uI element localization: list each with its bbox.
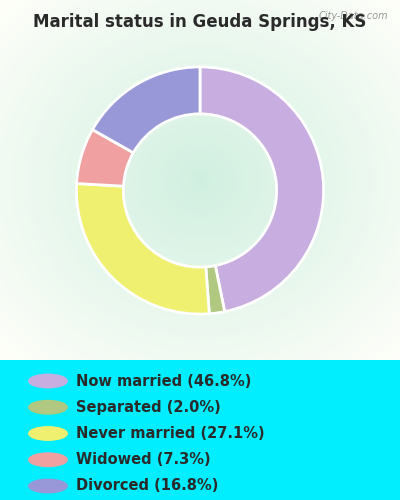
Circle shape <box>29 400 67 414</box>
Text: Marital status in Geuda Springs, KS: Marital status in Geuda Springs, KS <box>33 12 367 30</box>
Wedge shape <box>76 184 209 314</box>
Circle shape <box>29 453 67 466</box>
Wedge shape <box>92 67 200 152</box>
Text: Now married (46.8%): Now married (46.8%) <box>76 374 251 388</box>
Wedge shape <box>200 67 324 312</box>
Circle shape <box>29 480 67 492</box>
Text: City-Data.com: City-Data.com <box>318 11 388 21</box>
Text: Divorced (16.8%): Divorced (16.8%) <box>76 478 218 494</box>
Text: Never married (27.1%): Never married (27.1%) <box>76 426 265 441</box>
Wedge shape <box>206 266 225 314</box>
Text: Separated (2.0%): Separated (2.0%) <box>76 400 221 415</box>
Circle shape <box>29 374 67 388</box>
Text: Widowed (7.3%): Widowed (7.3%) <box>76 452 211 467</box>
Wedge shape <box>76 130 133 186</box>
Circle shape <box>29 427 67 440</box>
